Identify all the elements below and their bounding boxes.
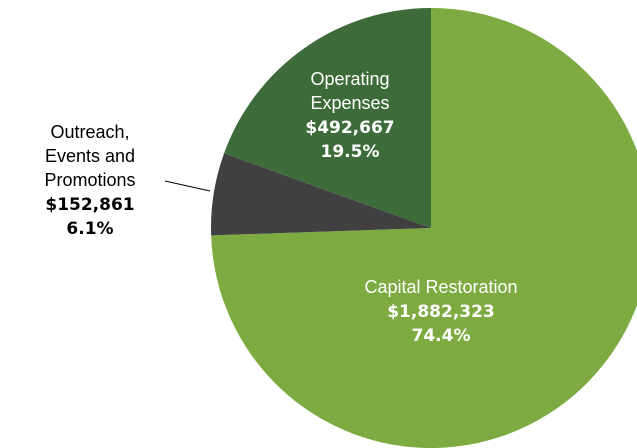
slice-name: Operating Expenses bbox=[310, 69, 389, 113]
slice-percent-label: 74.4% bbox=[412, 326, 471, 346]
pie-slice bbox=[211, 8, 637, 448]
slice-percent-label: 19.5% bbox=[321, 142, 380, 162]
slice-name: Capital Restoration bbox=[364, 277, 517, 297]
slice-value-label: $152,861 bbox=[45, 195, 134, 215]
pie-slice bbox=[211, 153, 431, 236]
slice-percent-label: 6.1% bbox=[66, 219, 113, 239]
pie-slice bbox=[224, 8, 431, 228]
slice-value-label: $492,667 bbox=[305, 118, 394, 138]
slice-name: Outreach, Events and Promotions bbox=[44, 122, 135, 190]
leader-line bbox=[164, 180, 211, 192]
slice-value-label: $1,882,323 bbox=[387, 302, 495, 322]
